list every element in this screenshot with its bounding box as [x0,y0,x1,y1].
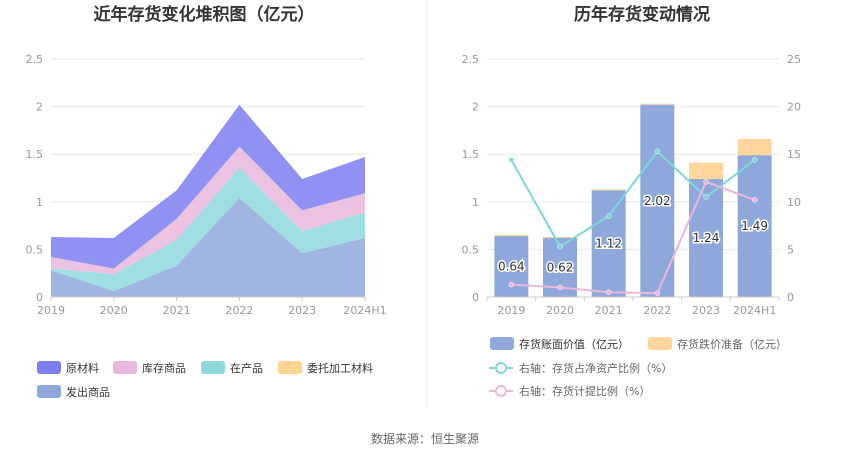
right-legend-label: 右轴：存货占净资产比例（%） [519,361,672,375]
right-legend-swatch [490,337,514,350]
left-y-tick-label: 0 [36,291,43,304]
bar-impairment-reserve [494,235,529,237]
left-chart-title: 近年存货变化堆积图（亿元） [94,4,315,25]
left-legend-swatch [278,361,302,374]
left-y-tick-label: 0.5 [26,243,44,256]
bar-impairment-reserve [543,237,577,238]
line-point [557,284,563,291]
left-legend-label: 原材料 [66,361,99,375]
right-y-tick-label: 2.5 [462,53,480,66]
left-x-tick-label: 2024H1 [343,304,386,317]
right-x-tick-label: 2019 [497,304,525,317]
left-legend-swatch [201,361,225,374]
bar-book-value [591,190,626,297]
right-y-tick-label: 1.5 [462,148,480,161]
area-series-1 [51,197,365,297]
right-y-tick-label: 0.5 [462,243,480,256]
right-x-tick-label: 2020 [546,304,574,317]
bar-impairment-reserve [591,189,626,191]
right-x-tick-label: 2021 [595,304,623,317]
bar-value-label: 1.12 [595,237,622,251]
bar-impairment-reserve [737,138,772,156]
right-legend-label: 存货跌价准备（亿元） [677,337,787,351]
right-legend-label: 右轴：存货计提比例（%） [519,384,650,398]
right-lines: 0.64 0.62 1.12 2.02 1.24 1.49 [496,148,770,296]
left-legend-label: 在产品 [230,361,263,375]
right-chart-title: 历年存货变动情况 [574,4,710,25]
right-x-tick-label: 2024H1 [733,304,776,317]
left-legend-swatch [37,361,61,374]
left-y-tick-label: 2 [36,101,43,114]
left-legend-swatch [37,385,61,398]
right-y2-tick-label: 15 [787,148,801,161]
right-y2-tick-label: 10 [787,196,801,209]
line-series-1 [510,149,756,248]
line-point [654,148,661,155]
right-y2-tick-label: 0 [787,291,794,304]
line-point [703,179,709,185]
bar-impairment-reserve [640,103,675,105]
line-point [751,197,758,203]
left-x-tick-label: 2019 [37,304,65,317]
bar-value-label: 1.24 [693,231,720,245]
line-point [751,157,758,163]
bar-value-label: 2.02 [644,194,671,208]
left-y-tick-label: 2.5 [26,53,44,66]
data-source-note: 数据来源：恒生聚源 [371,431,479,446]
bar-value-label: 0.62 [547,260,574,274]
right-bars [494,103,772,297]
right-legend-marker [495,362,507,374]
right-grid [487,58,779,250]
area-series-2 [51,167,365,292]
right-x-tick-label: 2022 [643,304,671,317]
right-y2-tick-label: 5 [787,243,794,256]
right-x-tick-label: 2023 [692,304,720,317]
line-point [605,289,612,295]
right-y2-tick-label: 20 [787,101,801,114]
right-axis: 0 0.5 1 1.5 2 2.5 0 5 10 15 20 25 2019 2020 2021 2022 20… [462,53,802,317]
right-y-tick-label: 0 [472,291,479,304]
bar-book-value [737,155,772,297]
left-y-tick-label: 1.5 [26,148,44,161]
left-legend-label: 委托加工材料 [307,361,373,375]
left-areas [51,104,365,297]
right-y2-tick-label: 25 [787,53,801,66]
line-point [605,213,612,219]
line-point [508,281,515,288]
line-point [654,290,661,296]
right-y-tick-label: 2 [472,101,479,114]
bar-value-label: 1.49 [741,219,768,233]
left-legend-label: 发出商品 [66,385,110,399]
left-x-tick-label: 2020 [100,304,128,317]
bar-value-label: 0.64 [498,260,525,274]
area-series-3 [51,146,365,275]
left-x-tick-label: 2021 [163,304,191,317]
line-point [508,157,515,163]
line-series-2 [511,180,756,295]
bar-impairment-reserve [689,162,723,179]
left-x-tick-label: 2023 [288,304,316,317]
area-series-5 [51,104,365,269]
line-point [557,243,563,250]
left-legend-label: 库存商品 [142,361,186,375]
left-legend-swatch [113,361,137,374]
left-x-tick-label: 2022 [225,304,253,317]
left-axis: 0 0.5 1 1.5 2 2.5 2019 2020 2021 2022 2023 2024H1 [26,53,387,317]
right-y-tick-label: 1 [472,196,479,209]
line-point [703,194,709,200]
right-legend-label: 存货账面价值（亿元） [519,337,629,351]
right-legend: 存货账面价值（亿元） 存货跌价准备（亿元） 右轴：存货占净资产比例（%） 右轴：存货计… [489,337,787,398]
right-legend-swatch [648,337,672,350]
right-legend-marker [495,385,507,397]
left-y-tick-label: 1 [36,196,43,209]
